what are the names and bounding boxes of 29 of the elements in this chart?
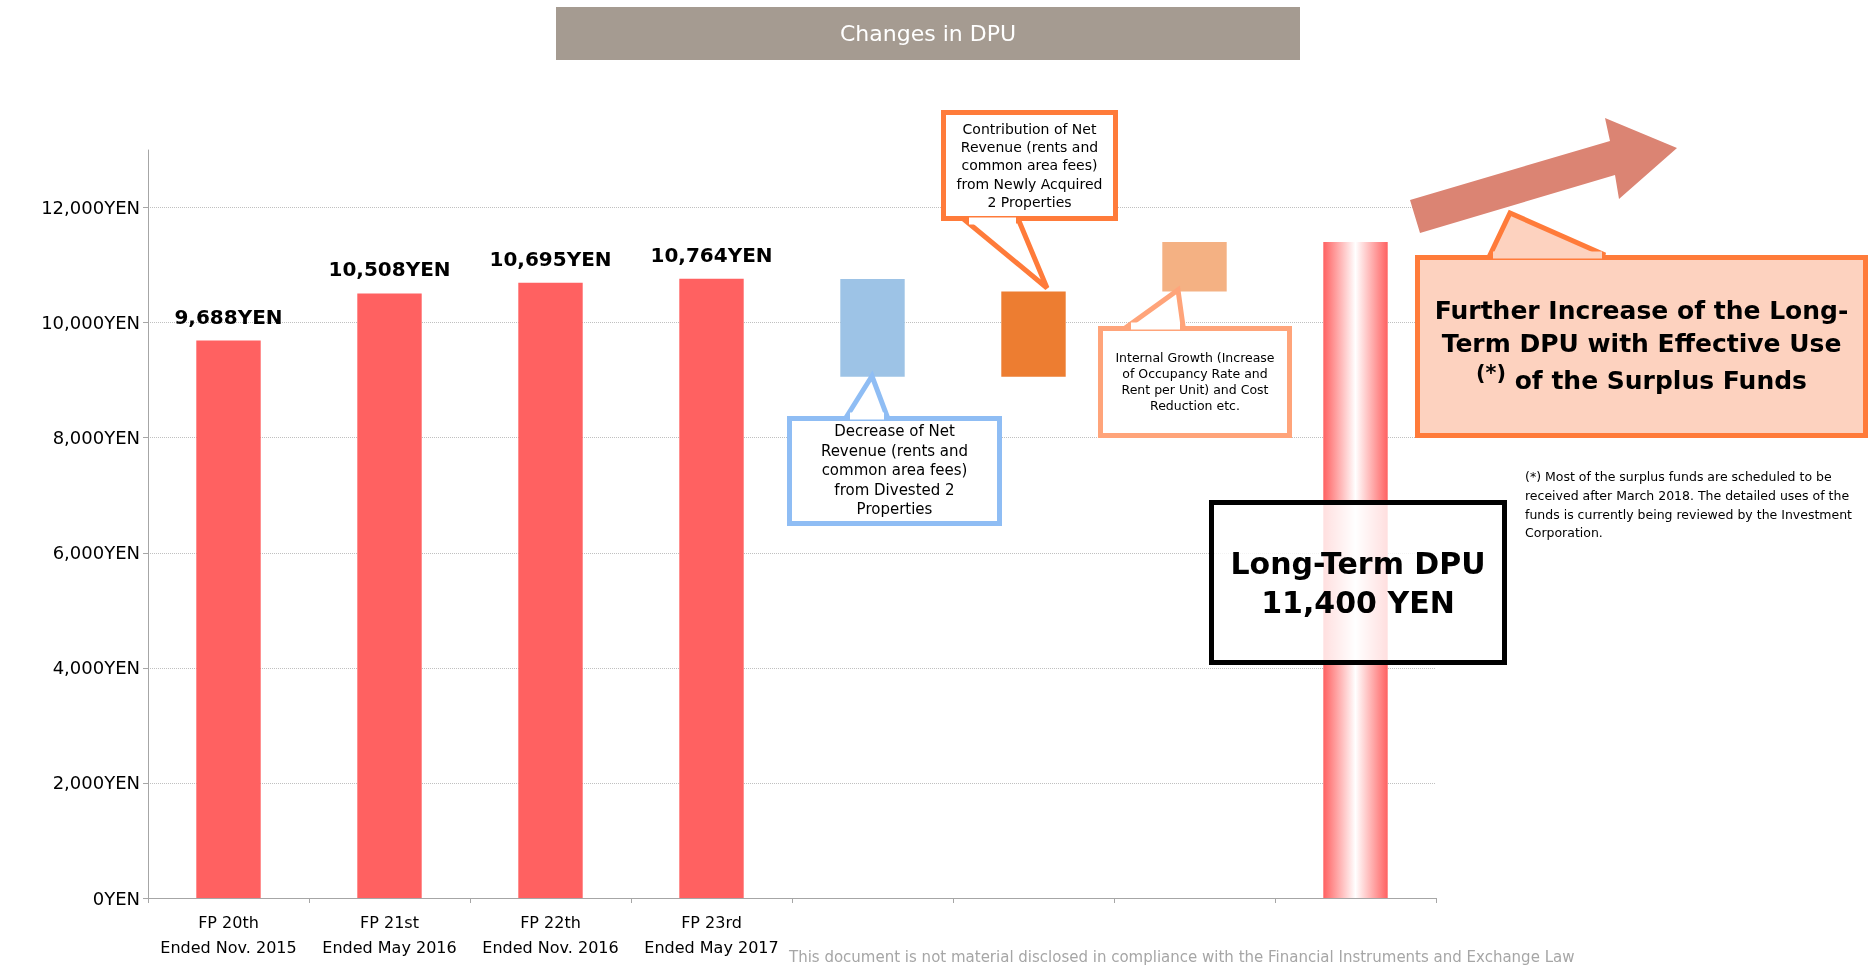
x-tick-label: FP 22th Ended Nov. 2016 (482, 913, 619, 957)
bar (679, 278, 744, 898)
text: (*) Most of the surplus funds are scheduled to be received after March 2018. The detailed uses of the funds is currently being reviewed by the Investment Corporation. (1525, 468, 1854, 543)
chart-title: Changes in DPU (556, 7, 1300, 60)
text-box: Long-Term DPU 11,400 YEN (1209, 500, 1507, 665)
bar (518, 282, 583, 898)
text: This document is not material disclosed in compliance with the Financial Instruments and Exchange Law (789, 947, 1576, 968)
annotation: Decrease of Net Revenue (rents and common area fees) from Divested 2 Properties (819, 422, 970, 520)
annotation: Long-Term DPU 11,400 YEN (1229, 544, 1487, 622)
y-tick-label: 2,000YEN (52, 772, 140, 794)
bar (196, 340, 261, 898)
data-label: 10,508YEN (328, 257, 451, 282)
x-tick-label: FP 23rd Ended May 2017 (644, 913, 779, 957)
annotation: Internal Growth (Increase of Occupancy Rate and Rent per Unit) and Cost Reduction etc. (1114, 349, 1276, 415)
y-tick-label: 0YEN (92, 887, 140, 909)
x-tick-label: FP 20th Ended Nov. 2015 (160, 913, 297, 957)
bar (357, 293, 422, 898)
y-tick-label: 4,000YEN (52, 657, 140, 679)
annotation: Contribution of Net Revenue (rents and common area fees) from Newly Acquired 2 Properties (956, 120, 1103, 211)
x-tick-label: FP 21st Ended May 2016 (322, 913, 457, 957)
data-label: 9,688YEN (174, 304, 283, 329)
data-label: 10,695YEN (489, 246, 612, 271)
y-tick-label: 8,000YEN (52, 427, 140, 449)
data-label: 10,764YEN (650, 242, 773, 267)
y-tick-label: 10,000YEN (41, 312, 140, 334)
annotation: Further Increase of the Long-Term DPU with Effective Use $^{(*)}$ of the Surplus Funds (1433, 295, 1850, 398)
y-tick-label: 12,000YEN (41, 197, 140, 219)
y-tick-label: 6,000YEN (52, 542, 140, 564)
bar (1162, 242, 1227, 292)
